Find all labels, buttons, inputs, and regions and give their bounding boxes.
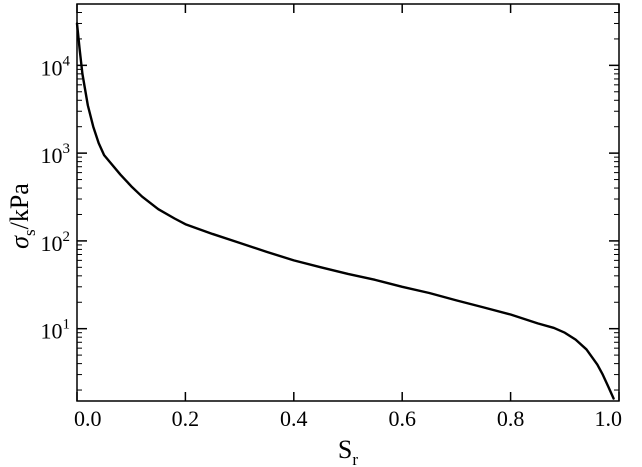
x-axis-ticks: 0.0 0.2 0.4 0.6 0.8 1.0 [74,4,622,431]
y-tick-label: 102 [41,229,71,256]
x-tick-label: 1.0 [595,406,623,431]
y-axis-label: σs/kPa [5,183,39,249]
y-tick-label: 103 [41,141,71,168]
series-line [75,22,615,400]
y-axis-ticks: 101 102 103 104 [41,3,619,391]
x-tick-label: 0.6 [388,406,416,431]
x-axis-label-sub: r [352,450,358,467]
y-axis-label-symbol: σ [5,235,34,249]
y-axis-label-unit: /kPa [5,183,34,230]
x-tick-label: 0.2 [172,406,200,431]
x-tick-label: 0.8 [497,406,525,431]
y-tick-label: 104 [41,53,71,80]
y-axis-label-sub: s [20,229,39,236]
plot-frame [76,3,620,402]
x-tick-label: 0.4 [280,406,308,431]
x-axis-label-main: S [338,435,352,464]
y-tick-label: 101 [41,317,71,344]
x-axis-label: Sr [338,435,358,467]
x-tick-label: 0.0 [74,406,102,431]
